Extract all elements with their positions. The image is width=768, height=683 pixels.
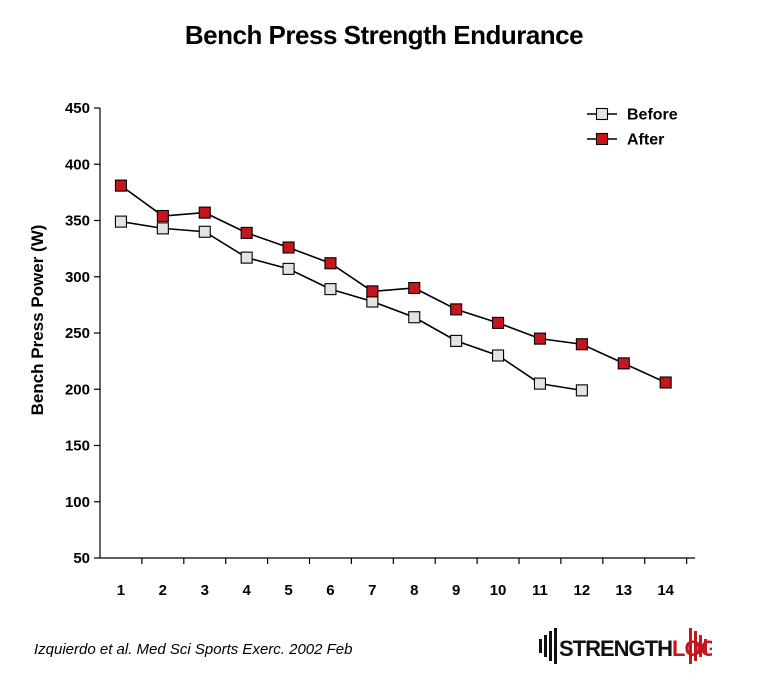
data-point-before xyxy=(408,311,421,324)
data-point-after xyxy=(450,303,463,316)
x-tick-label: 10 xyxy=(490,582,507,599)
y-tick-label: 400 xyxy=(65,156,90,173)
data-point-before xyxy=(575,384,588,397)
logo-plates-left xyxy=(539,628,557,664)
logo-graphic: STRENGTHLOG xyxy=(539,628,718,664)
data-point-after xyxy=(324,257,337,270)
y-tick-label: 150 xyxy=(65,438,90,455)
series-layer xyxy=(114,179,672,397)
legend-entry-after: After xyxy=(627,132,664,149)
logo-text-main: STRENGTH xyxy=(559,636,672,661)
data-point-after xyxy=(156,209,169,223)
data-point-after xyxy=(533,332,547,345)
y-tick-label: 350 xyxy=(65,213,90,230)
data-point-after xyxy=(366,285,379,298)
logo-plate xyxy=(694,631,697,661)
data-point-after xyxy=(659,376,672,389)
x-tick-label: 13 xyxy=(615,582,632,599)
x-axis: 1 2 3 4 5 6 7 8 9 10 11 12 13 14 xyxy=(100,557,695,599)
series-before xyxy=(114,215,588,397)
y-tick-label: 300 xyxy=(65,269,90,286)
logo-text-accent: LOG xyxy=(672,636,712,661)
data-point-after xyxy=(282,241,295,254)
data-point-after xyxy=(617,357,630,370)
data-point-before xyxy=(198,225,211,238)
logo-plates-right xyxy=(689,628,707,664)
x-tick-label: 1 xyxy=(117,582,125,599)
data-point-after xyxy=(575,338,588,351)
y-tick-label: 200 xyxy=(65,381,90,398)
data-point-after xyxy=(492,316,505,329)
data-point-before xyxy=(492,349,505,362)
legend-marker xyxy=(595,132,609,146)
data-point-before xyxy=(450,334,463,347)
x-tick-label: 14 xyxy=(657,582,674,599)
y-tick-label: 50 xyxy=(73,550,90,567)
data-point-after xyxy=(198,206,211,219)
x-tick-label: 6 xyxy=(326,582,334,599)
logo-plate xyxy=(544,635,547,657)
logo-plate xyxy=(699,635,702,657)
logo-plate xyxy=(689,628,692,664)
svg-text:STRENGTHLOG: STRENGTHLOG xyxy=(559,636,712,661)
legend-entry-before: Before xyxy=(627,107,678,124)
strengthlog-logo: STRENGTHLOG xyxy=(537,625,718,667)
series-line-after xyxy=(120,184,667,384)
x-tick-label: 11 xyxy=(532,582,548,599)
data-point-after xyxy=(408,281,421,295)
series-line-before xyxy=(120,220,582,392)
logo-plate xyxy=(704,639,707,653)
x-tick-label: 9 xyxy=(452,582,460,599)
y-axis-label: Bench Press Power (W) xyxy=(28,225,47,416)
data-point-before xyxy=(282,262,295,275)
legend-marker xyxy=(595,107,609,121)
data-point-after xyxy=(114,179,128,192)
data-point-before xyxy=(366,295,379,308)
series-after xyxy=(114,179,672,389)
logo-plate xyxy=(539,639,542,653)
data-point-before xyxy=(533,377,547,390)
y-tick-label: 100 xyxy=(65,494,90,511)
data-point-before xyxy=(114,215,128,228)
x-tick-label: 8 xyxy=(410,582,418,599)
x-tick-label: 7 xyxy=(368,582,376,599)
x-tick-label: 12 xyxy=(574,582,591,599)
logo-plate xyxy=(549,631,552,661)
chart-title: Bench Press Strength Endurance xyxy=(184,20,584,50)
x-tick-label: 2 xyxy=(159,582,167,599)
citation: Izquierdo et al. Med Sci Sports Exerc. 2… xyxy=(34,641,353,658)
data-point-before xyxy=(240,251,253,264)
data-point-after xyxy=(240,226,253,239)
logo-plate xyxy=(554,628,557,664)
y-tick-label: 450 xyxy=(65,100,90,117)
x-tick-label: 3 xyxy=(201,582,209,599)
y-tick-label: 250 xyxy=(65,325,90,342)
x-tick-label: 4 xyxy=(242,582,251,599)
data-point-before xyxy=(324,283,337,296)
legend: Before After xyxy=(587,107,678,149)
y-axis: 50 100 150 200 250 300 350 400 450 xyxy=(65,100,101,567)
x-tick-label: 5 xyxy=(284,582,292,599)
data-point-before xyxy=(156,222,169,235)
